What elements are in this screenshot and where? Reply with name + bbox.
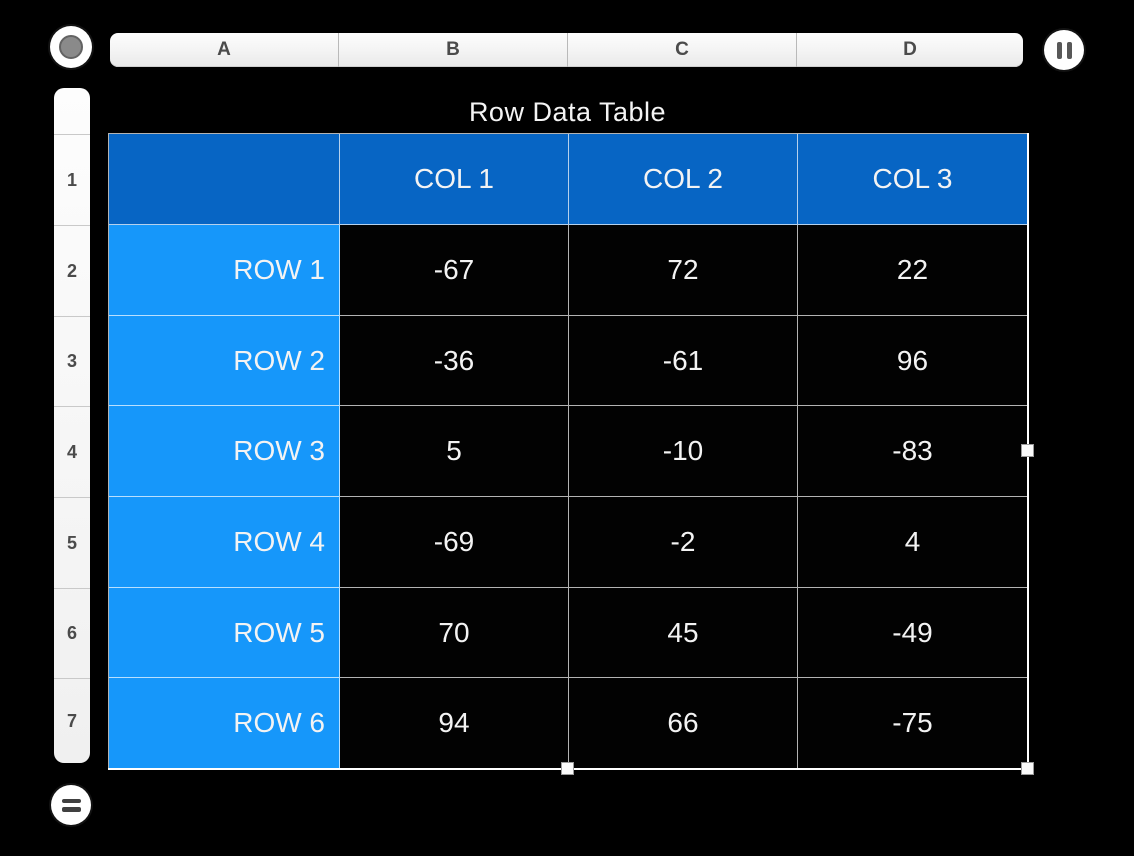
table-title[interactable]: Row Data Table	[468, 96, 667, 127]
data-cell[interactable]: 94	[340, 678, 569, 769]
resize-handle-bottom[interactable]	[561, 762, 574, 775]
data-table: COL 1 COL 2 COL 3 ROW 1 -67 72 22 ROW 2 …	[108, 133, 1028, 769]
row-header-1[interactable]: 1	[54, 134, 90, 225]
data-cell[interactable]: 96	[798, 316, 1028, 406]
data-cell[interactable]: -83	[798, 406, 1028, 497]
col-header-cell[interactable]: COL 2	[569, 134, 798, 225]
data-cell[interactable]: -61	[569, 316, 798, 406]
resize-handle-bottom-right[interactable]	[1021, 762, 1034, 775]
data-cell[interactable]: -10	[569, 406, 798, 497]
column-header-a[interactable]: A	[110, 33, 339, 67]
row-label-cell[interactable]: ROW 4	[109, 497, 340, 588]
row-header-6[interactable]: 6	[54, 588, 90, 678]
data-cell[interactable]: -2	[569, 497, 798, 588]
row-header-4[interactable]: 4	[54, 406, 90, 497]
table-select-button[interactable]	[50, 26, 92, 68]
col-header-cell[interactable]: COL 1	[340, 134, 569, 225]
corner-cell[interactable]	[109, 134, 340, 225]
data-cell[interactable]: 45	[569, 588, 798, 678]
vertical-bars-icon	[1056, 41, 1062, 59]
row-header-spacer	[54, 88, 90, 134]
data-cell[interactable]: -67	[340, 225, 569, 316]
column-header-b[interactable]: B	[339, 33, 568, 67]
column-header-c[interactable]: C	[568, 33, 797, 67]
data-cell[interactable]: 66	[569, 678, 798, 769]
row-header-5[interactable]: 5	[54, 497, 90, 588]
horizontal-bars-icon	[61, 798, 81, 803]
data-cell[interactable]: -69	[340, 497, 569, 588]
data-cell[interactable]: 4	[798, 497, 1028, 588]
row-header-2[interactable]: 2	[54, 225, 90, 316]
column-header-d[interactable]: D	[903, 39, 917, 60]
add-column-button[interactable]	[1044, 30, 1084, 70]
table-select-dot-icon	[59, 35, 83, 59]
data-cell[interactable]: -75	[798, 678, 1028, 769]
data-cell[interactable]: 72	[569, 225, 798, 316]
data-cell[interactable]: 5	[340, 406, 569, 497]
row-header-3[interactable]: 3	[54, 316, 90, 406]
add-row-button[interactable]	[51, 785, 91, 825]
col-header-cell[interactable]: COL 3	[798, 134, 1028, 225]
row-label-cell[interactable]: ROW 3	[109, 406, 340, 497]
data-cell[interactable]: -36	[340, 316, 569, 406]
row-label-cell[interactable]: ROW 1	[109, 225, 340, 316]
data-cell[interactable]: -49	[798, 588, 1028, 678]
row-label-cell[interactable]: ROW 6	[109, 678, 340, 769]
column-header-bar: A B C D	[110, 33, 1023, 67]
data-cell[interactable]: 22	[798, 225, 1028, 316]
resize-handle-right[interactable]	[1021, 444, 1034, 457]
row-header-7[interactable]: 7	[54, 678, 90, 763]
row-header-bar: 1 2 3 4 5 6 7	[54, 88, 90, 763]
row-label-cell[interactable]: ROW 5	[109, 588, 340, 678]
data-cell[interactable]: 70	[340, 588, 569, 678]
row-label-cell[interactable]: ROW 2	[109, 316, 340, 406]
